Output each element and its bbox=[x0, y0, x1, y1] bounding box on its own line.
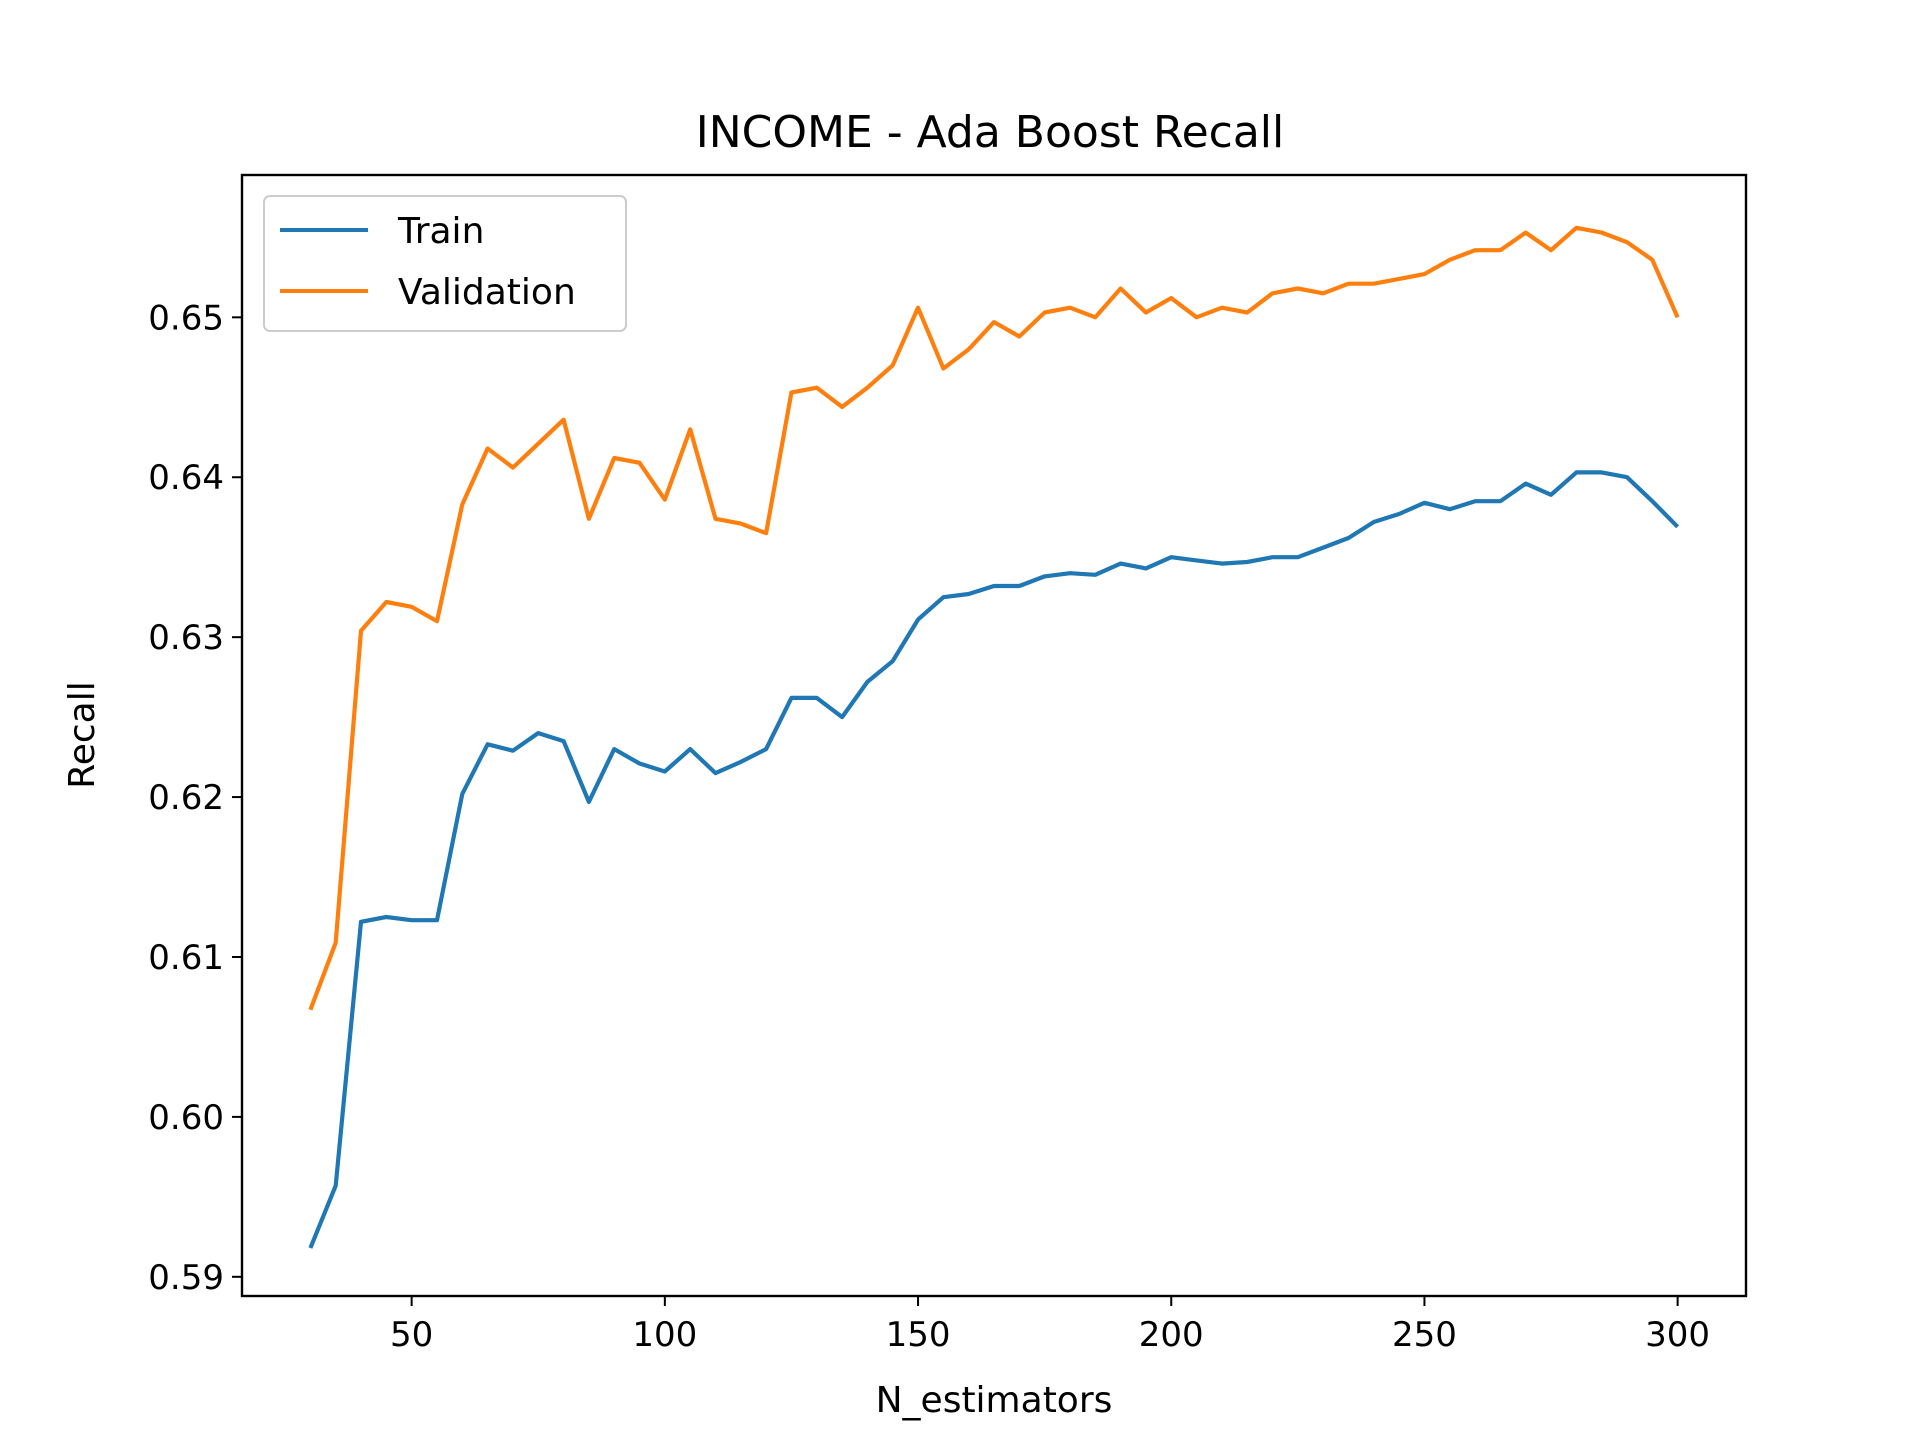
legend-label-train: Train bbox=[397, 211, 484, 252]
y-axis-label: Recall bbox=[62, 681, 103, 788]
series-line-validation bbox=[308, 225, 1680, 1011]
x-axis-label: N_estimators bbox=[876, 1380, 1113, 1421]
x-tick-label: 250 bbox=[1392, 1315, 1457, 1355]
series-layer bbox=[308, 225, 1680, 1249]
x-tick-label: 50 bbox=[390, 1315, 433, 1355]
y-tick-label: 0.59 bbox=[148, 1258, 224, 1298]
y-tick-label: 0.63 bbox=[148, 618, 224, 658]
x-tick-label: 100 bbox=[632, 1315, 697, 1355]
y-tick-label: 0.62 bbox=[148, 778, 224, 818]
x-tick-label: 150 bbox=[886, 1315, 951, 1355]
y-tick-label: 0.64 bbox=[148, 458, 224, 498]
y-tick-label: 0.61 bbox=[148, 938, 224, 978]
x-axis: 50 100 150 200 250 300 bbox=[390, 1296, 1710, 1355]
y-tick-label: 0.65 bbox=[148, 298, 224, 338]
y-axis: 0.59 0.60 0.61 0.62 0.63 0.64 0.65 bbox=[148, 298, 242, 1298]
legend-label-validation: Validation bbox=[398, 272, 576, 313]
y-tick-label: 0.60 bbox=[148, 1098, 224, 1138]
x-tick-label: 300 bbox=[1645, 1315, 1710, 1355]
plot-area bbox=[240, 173, 1748, 1298]
x-tick-label: 200 bbox=[1139, 1315, 1204, 1355]
chart-title: INCOME - Ada Boost Recall bbox=[696, 107, 1285, 158]
axes-frame bbox=[240, 173, 1748, 1298]
legend: Train Validation bbox=[263, 195, 627, 332]
series-line-train bbox=[308, 470, 1680, 1249]
